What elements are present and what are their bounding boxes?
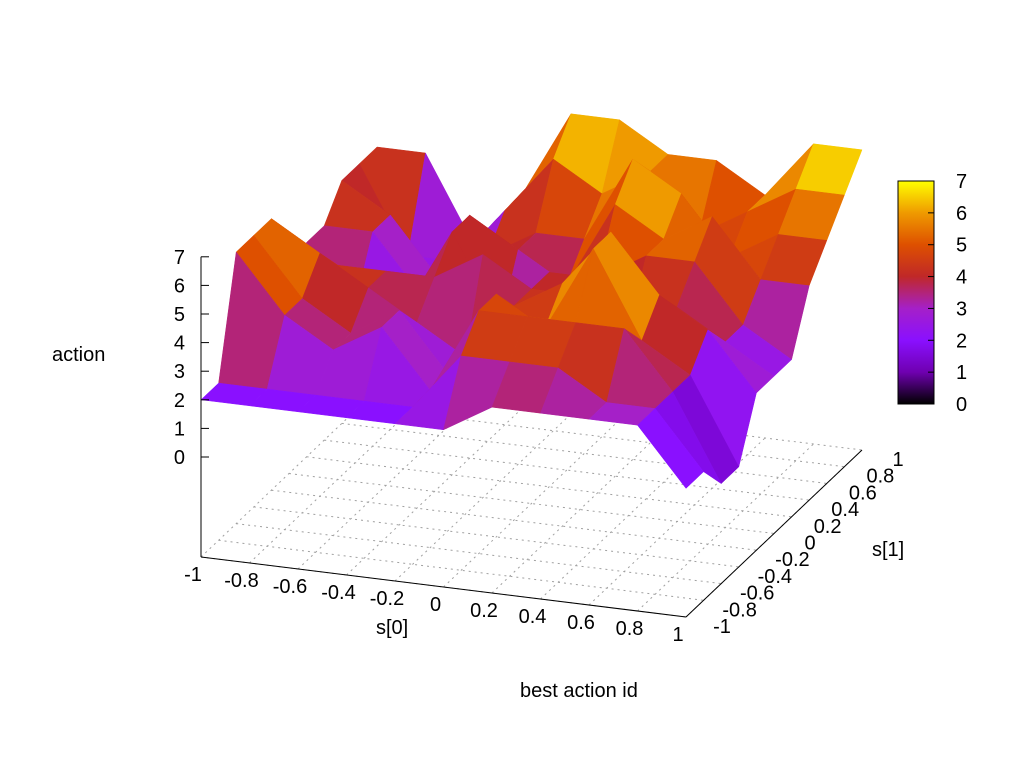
tick-labels: -1 -0.8 -0.6 -0.4 -0.2 0 0.2 0.4 0.6 0.8 1 -1-0.8-0… bbox=[174, 247, 904, 646]
colorbar-tick-label: 4 bbox=[956, 267, 967, 289]
grid-line-y bbox=[236, 523, 722, 585]
x-tick-label: 0.2 bbox=[470, 600, 498, 622]
z-tick-label: 6 bbox=[174, 275, 185, 297]
surface-facet bbox=[637, 408, 704, 489]
x-axis-line bbox=[200, 556, 687, 618]
z-tick-label: 7 bbox=[174, 247, 185, 269]
y-axis-line bbox=[685, 449, 863, 618]
grid-line-x bbox=[443, 419, 620, 588]
y-tick-label: 0.6 bbox=[849, 482, 877, 504]
z-tick-label: 2 bbox=[174, 390, 185, 412]
colorbar-tick-label: 3 bbox=[956, 298, 967, 320]
y-tick-label: -1 bbox=[713, 616, 731, 638]
y-tick-label: 0.8 bbox=[866, 466, 894, 488]
x-axis-label: s[0] bbox=[376, 617, 408, 639]
y-tick-label: 0.4 bbox=[831, 499, 859, 521]
y-tick-label: -0.6 bbox=[740, 583, 774, 605]
surface-facet bbox=[795, 143, 863, 196]
x-tick-label: -0.8 bbox=[224, 570, 258, 592]
y-tick-label: -0.4 bbox=[758, 566, 792, 588]
grid-line-x bbox=[346, 407, 523, 576]
z-tick-label: 0 bbox=[174, 447, 185, 469]
z-tick-label: 4 bbox=[174, 333, 185, 355]
colorbar-tick-label: 6 bbox=[956, 203, 967, 225]
x-tick-label: 1 bbox=[672, 624, 683, 646]
axes bbox=[200, 256, 863, 618]
z-tick-label: 3 bbox=[174, 361, 185, 383]
y-axis-label: s[1] bbox=[872, 539, 904, 561]
y-tick-label: -0.8 bbox=[722, 599, 756, 621]
x-tick-label: -0.6 bbox=[273, 576, 307, 598]
x-tick-label: 0.8 bbox=[616, 618, 644, 640]
z-tick-label: 5 bbox=[174, 304, 185, 326]
grid-line-x bbox=[394, 413, 572, 582]
z-tick-label: 1 bbox=[174, 418, 185, 440]
x-tick-label: 0 bbox=[430, 594, 441, 616]
colorbar-tick-label: 1 bbox=[956, 362, 967, 384]
y-tick-label: 0.2 bbox=[814, 516, 842, 538]
y-tick-label: -0.2 bbox=[775, 549, 809, 571]
x-tick-label: -1 bbox=[184, 564, 202, 586]
colorbar-tick-label: 0 bbox=[956, 394, 967, 416]
colorbar: 0 1 2 3 4 5 6 7 bbox=[897, 171, 967, 416]
grid-line-x bbox=[491, 425, 669, 594]
grid-line-y bbox=[341, 422, 827, 484]
surface bbox=[200, 113, 863, 489]
x-tick-label: 0.4 bbox=[519, 606, 547, 628]
colorbar-tick-label: 5 bbox=[956, 235, 967, 257]
y-tick-label: 1 bbox=[892, 449, 903, 471]
y-tick-label: 0 bbox=[804, 533, 815, 555]
chart-title: best action id bbox=[520, 680, 638, 702]
colorbar-tick-label: 7 bbox=[956, 171, 967, 193]
x-tick-label: -0.4 bbox=[321, 582, 355, 604]
z-axis-label: action bbox=[52, 344, 105, 366]
x-tick-label: -0.2 bbox=[370, 588, 404, 610]
colorbar-scale bbox=[897, 180, 935, 405]
x-tick-label: 0.6 bbox=[567, 612, 595, 634]
colorbar-tick-label: 2 bbox=[956, 330, 967, 352]
